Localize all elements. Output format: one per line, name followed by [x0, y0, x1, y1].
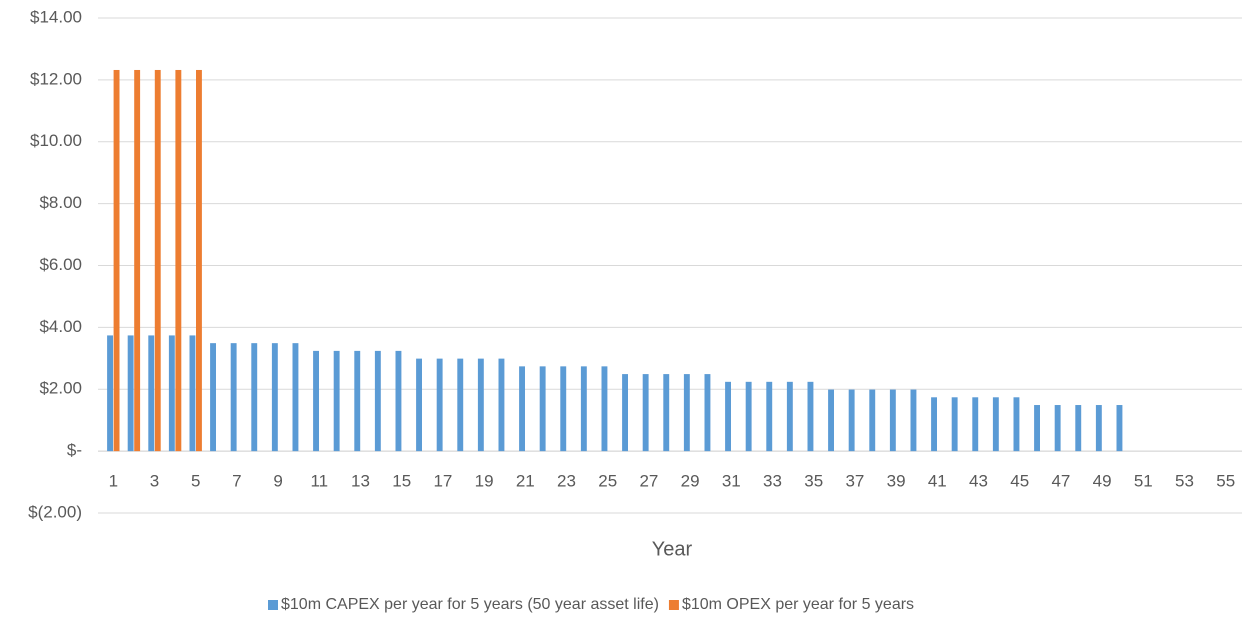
x-tick-label: 5 [191, 471, 200, 490]
x-tick-label: 23 [557, 471, 576, 490]
bar [828, 389, 834, 452]
bar [786, 381, 793, 452]
x-tick-label: 33 [763, 471, 782, 490]
bar [189, 335, 196, 452]
x-tick-label: 7 [232, 471, 241, 490]
x-tick-label: 19 [475, 471, 494, 490]
bar [807, 381, 814, 452]
bar [1054, 405, 1061, 452]
bar [1075, 405, 1082, 452]
bar [107, 335, 113, 452]
bar [354, 350, 361, 452]
legend-label: $10m CAPEX per year for 5 years (50 year… [281, 596, 659, 613]
x-tick-label: 21 [516, 471, 535, 490]
x-tick-label: 55 [1216, 471, 1235, 490]
y-tick-label: $4.00 [39, 317, 82, 336]
bar [519, 366, 525, 452]
bar [663, 374, 670, 452]
bar [498, 358, 505, 452]
bar [560, 366, 567, 452]
bar [580, 366, 587, 452]
x-tick-label: 47 [1051, 471, 1070, 490]
y-tick-label: $8.00 [39, 193, 82, 212]
y-tick-label: $6.00 [39, 255, 82, 274]
x-tick-label: 27 [639, 471, 658, 490]
x-tick-label: 41 [928, 471, 947, 490]
y-tick-label: $14.00 [30, 7, 82, 26]
x-tick-label: 39 [887, 471, 906, 490]
bar [395, 350, 402, 452]
legend-swatch [668, 600, 679, 610]
bar [683, 374, 690, 452]
bar [745, 381, 752, 452]
y-tick-label: $- [67, 441, 82, 460]
y-tick-label: $2.00 [39, 379, 82, 398]
x-tick-label: 29 [681, 471, 700, 490]
bar [1034, 405, 1040, 452]
bar [313, 350, 319, 452]
bar [704, 374, 711, 452]
x-tick-label: 51 [1134, 471, 1153, 490]
bar [848, 389, 855, 452]
bar [1013, 397, 1020, 452]
x-tick-label: 49 [1093, 471, 1112, 490]
bar [134, 69, 141, 452]
x-tick-label: 9 [273, 471, 282, 490]
bar [766, 381, 773, 452]
bar [642, 374, 649, 452]
bar [889, 389, 896, 452]
bar [416, 358, 422, 452]
bar [333, 350, 340, 452]
bar [972, 397, 979, 452]
x-tick-label: 35 [804, 471, 823, 490]
bar [869, 389, 876, 452]
bar [910, 389, 917, 452]
bar [271, 343, 278, 452]
bar [374, 350, 381, 452]
x-tick-label: 31 [722, 471, 741, 490]
x-tick-label: 13 [351, 471, 370, 490]
bar [196, 69, 202, 452]
y-tick-label: $(2.00) [28, 502, 82, 521]
x-tick-label: 25 [598, 471, 617, 490]
bar [127, 335, 134, 452]
bar [992, 397, 999, 452]
legend-swatch [268, 600, 278, 610]
bar [1095, 405, 1102, 452]
bar [154, 69, 161, 452]
x-tick-label: 37 [845, 471, 864, 490]
legend-label: $10m OPEX per year for 5 years [682, 596, 914, 613]
bar [931, 397, 937, 452]
bar [601, 366, 608, 452]
bar [148, 335, 155, 452]
y-tick-label: $10.00 [30, 131, 82, 150]
x-tick-label: 15 [392, 471, 411, 490]
bar [725, 381, 731, 452]
bar [251, 343, 258, 452]
x-tick-label: 53 [1175, 471, 1194, 490]
bar [292, 343, 299, 452]
bar [1116, 405, 1123, 452]
bar [230, 343, 237, 452]
bar [168, 335, 175, 452]
bar [210, 343, 216, 452]
bar [175, 69, 182, 452]
bar [477, 358, 484, 452]
bar [622, 374, 628, 452]
x-tick-label: 1 [109, 471, 118, 490]
x-tick-label: 45 [1010, 471, 1029, 490]
bar [457, 358, 464, 452]
bar [539, 366, 546, 452]
bar [436, 358, 443, 452]
x-axis-title: Year [652, 538, 693, 560]
y-tick-label: $12.00 [30, 69, 82, 88]
bar [951, 397, 958, 452]
x-tick-label: 3 [150, 471, 159, 490]
x-tick-label: 43 [969, 471, 988, 490]
bar [113, 69, 120, 452]
x-tick-label: 17 [433, 471, 452, 490]
x-tick-label: 11 [310, 471, 328, 490]
